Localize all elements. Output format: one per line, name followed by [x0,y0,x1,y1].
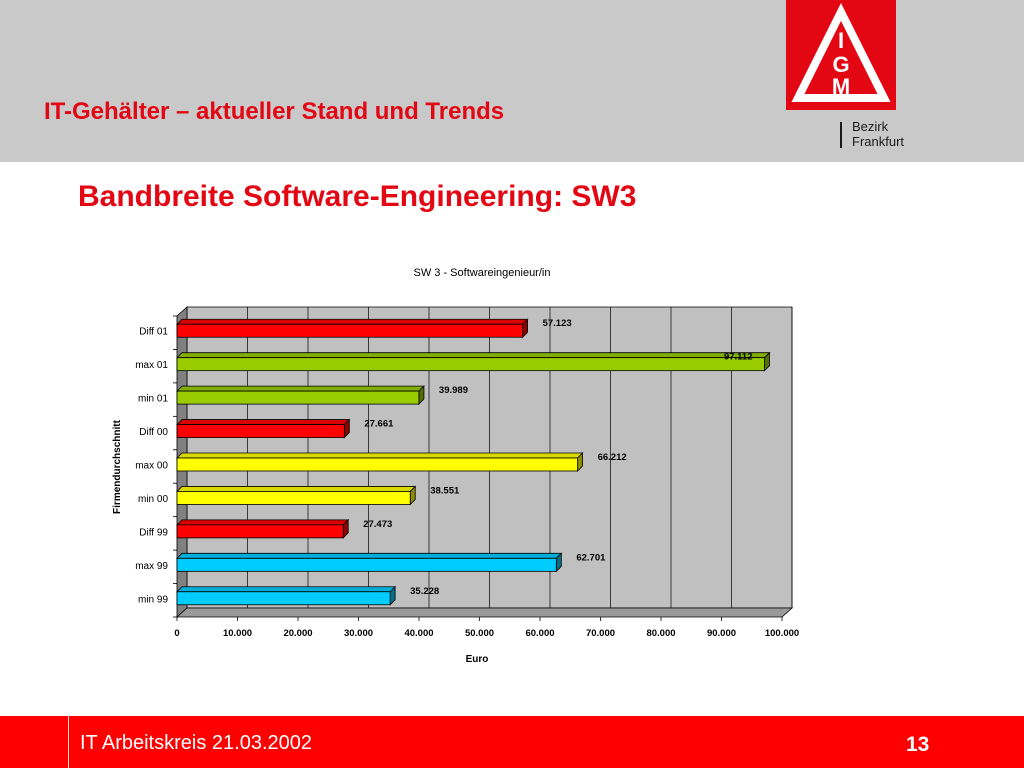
bar [176,591,391,606]
bar-top [176,586,397,593]
bar-top [176,486,417,492]
x-tick-label: 40.000 [404,628,433,639]
logo-subtitle: Bezirk Frankfurt [852,119,904,149]
x-tick-label: 10.000 [223,628,252,639]
ig-metall-logo-icon: I G M [786,0,896,110]
bar [176,491,411,505]
bar-top [176,352,771,359]
bar-top [176,318,529,325]
bar [176,424,345,438]
page-number: 13 [906,733,930,756]
data-label: 62.701 [576,552,606,563]
data-label: 66.212 [598,452,627,463]
bar [176,390,420,405]
data-label: 35.228 [410,586,439,597]
chart-title: SW 3 - Softwareingenieur/in [414,267,551,279]
data-label: 39.989 [439,385,468,396]
logo-subtitle-line1: Bezirk [852,119,889,134]
data-label: 57.123 [543,318,572,329]
data-label: 38.551 [430,485,460,496]
logo-divider [840,122,842,148]
bar [176,557,557,572]
bar [176,357,765,372]
bar-top [176,419,351,425]
footer-text: IT Arbeitskreis 21.03.2002 [80,732,312,754]
category-label: min 00 [138,494,168,505]
x-tick-label: 100.000 [765,628,799,639]
x-tick-label: 80.000 [646,628,675,639]
slide-footer: IT Arbeitskreis 21.03.2002 13 [0,716,1024,768]
x-tick-label: 30.000 [344,628,373,639]
category-label: min 01 [138,394,168,405]
category-label: max 00 [135,461,168,472]
chart-floor [175,607,794,618]
slide-header: IT-Gehälter – aktueller Stand und Trends… [0,0,1024,162]
bar-top [176,452,584,459]
data-label: 27.473 [363,519,392,530]
svg-text:G: G [832,52,849,77]
footer-divider [68,716,69,768]
y-axis-label: Firmendurchschnitt [112,419,123,514]
bar-top [176,385,425,392]
bar [176,524,344,539]
category-label: Diff 00 [139,427,168,438]
x-tick-label: 0 [174,628,179,639]
header-title: IT-Gehälter – aktueller Stand und Trends [44,98,505,125]
x-tick-label: 60.000 [525,628,554,639]
svg-text:I: I [838,28,844,53]
data-label: 27.661 [364,419,394,430]
category-label: max 01 [135,360,168,371]
category-label: max 99 [135,561,168,572]
svg-text:M: M [832,74,850,99]
category-label: min 99 [138,594,168,605]
x-tick-label: 50.000 [465,628,494,639]
bar-top [176,552,563,559]
category-label: Diff 99 [139,527,168,538]
x-axis-label: Euro [466,654,489,665]
bar [176,323,523,338]
bar-top [176,519,350,526]
logo-subtitle-line2: Frankfurt [852,134,905,149]
category-label: Diff 01 [139,327,168,338]
bar [176,457,578,472]
x-tick-label: 70.000 [586,628,615,639]
x-tick-label: 90.000 [707,628,736,639]
bar-chart: SW 3 - Softwareingenieur/in Firmendurchs… [112,267,799,665]
x-tick-label: 20.000 [283,628,312,639]
data-label: 97.112 [724,352,753,363]
slide-title: Bandbreite Software-Engineering: SW3 [78,180,637,213]
